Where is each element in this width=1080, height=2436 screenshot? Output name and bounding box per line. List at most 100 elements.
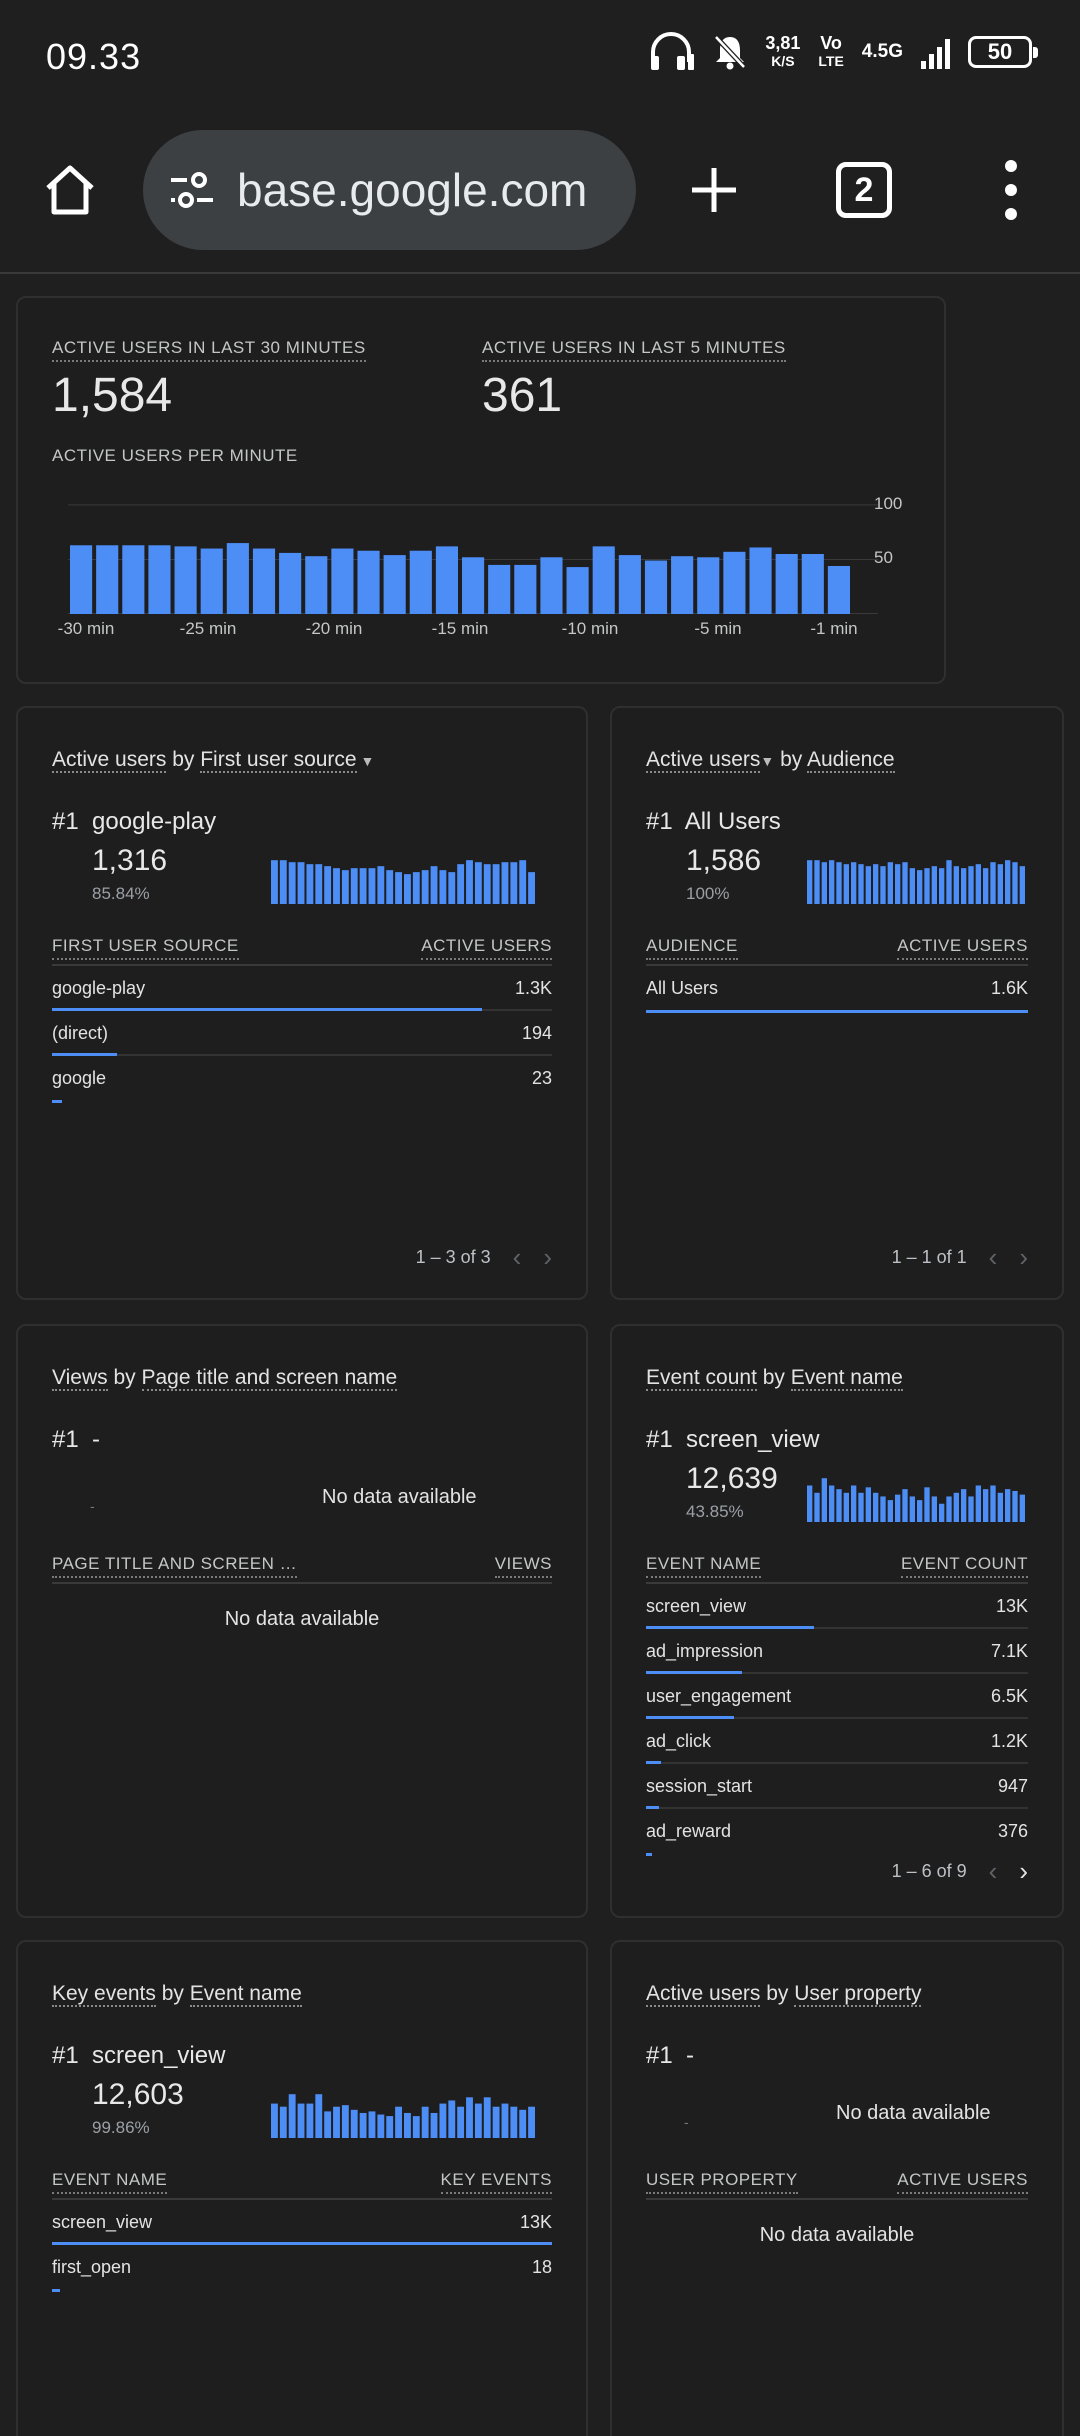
spark-bar xyxy=(939,868,945,904)
url-bar[interactable]: base.google.com xyxy=(143,130,636,250)
prev-page-icon[interactable]: ‹ xyxy=(988,1242,998,1272)
top-value-placeholder: - xyxy=(90,1498,95,1514)
table-row[interactable]: ad_reward 376 xyxy=(646,1809,1028,1856)
audience-card: Active users▼ by Audience #1 All Users 1… xyxy=(610,706,1064,1300)
minute-bar[interactable] xyxy=(801,554,824,614)
site-settings-icon[interactable] xyxy=(167,168,217,212)
minute-bar[interactable] xyxy=(827,566,850,614)
status-time: 09.33 xyxy=(46,36,142,77)
column-header[interactable]: ACTIVE USERS xyxy=(421,936,552,960)
minute-bar[interactable] xyxy=(122,545,145,614)
minute-bar[interactable] xyxy=(383,555,406,614)
spark-bar xyxy=(395,872,402,904)
column-header[interactable]: KEY EVENTS xyxy=(440,2170,552,2194)
minute-bar[interactable] xyxy=(697,557,720,614)
row-name: screen_view xyxy=(52,2212,153,2232)
column-header[interactable]: EVENT NAME xyxy=(646,1554,762,1578)
minute-bar[interactable] xyxy=(514,564,537,614)
prev-page-icon[interactable]: ‹ xyxy=(988,1856,998,1886)
card-title[interactable]: Active users▼ by Audience xyxy=(646,748,895,773)
table-header: EVENT NAME KEY EVENTS xyxy=(52,2166,552,2200)
table-header: EVENT NAME EVENT COUNT xyxy=(646,1550,1028,1584)
card-title[interactable]: Key events by Event name xyxy=(52,1982,302,2007)
column-header[interactable]: PAGE TITLE AND SCREEN … xyxy=(52,1554,298,1578)
new-tab-icon[interactable] xyxy=(684,160,744,220)
spark-bar xyxy=(492,2106,500,2138)
minute-bar[interactable] xyxy=(252,548,276,614)
table-row[interactable]: screen_view 13K xyxy=(646,1584,1028,1629)
spark-bar xyxy=(821,862,827,904)
prev-page-icon[interactable]: ‹ xyxy=(512,1242,522,1272)
card-title[interactable]: Event count by Event name xyxy=(646,1366,903,1391)
table-row[interactable]: session_start 947 xyxy=(646,1764,1028,1809)
spark-bar xyxy=(474,2103,482,2138)
table-row[interactable]: google-play 1.3K xyxy=(52,966,552,1011)
table-row[interactable]: screen_view 13K xyxy=(52,2200,552,2245)
minute-bar[interactable] xyxy=(671,556,694,614)
table-row[interactable]: All Users 1.6K xyxy=(646,966,1028,1013)
row-value: 1.6K xyxy=(990,978,1028,998)
minute-bar[interactable] xyxy=(540,557,563,614)
minute-bar[interactable] xyxy=(96,545,119,614)
column-header[interactable]: VIEWS xyxy=(494,1554,552,1578)
spark-bar xyxy=(324,2111,332,2138)
more-menu-icon[interactable] xyxy=(996,160,1026,220)
column-header[interactable]: EVENT NAME xyxy=(52,2170,168,2194)
minute-bar[interactable] xyxy=(357,550,380,614)
column-header[interactable]: USER PROPERTY xyxy=(646,2170,798,2194)
minute-bar[interactable] xyxy=(174,546,197,614)
dropdown-icon[interactable]: ▼ xyxy=(356,753,375,769)
minute-bar[interactable] xyxy=(775,554,798,614)
tab-switcher-button[interactable]: 2 xyxy=(836,162,892,218)
row-name: (direct) xyxy=(52,1023,109,1043)
minute-bar[interactable] xyxy=(618,555,641,614)
spark-bar xyxy=(457,2106,465,2138)
column-header[interactable]: EVENT COUNT xyxy=(900,1554,1028,1578)
sparkline xyxy=(271,860,535,904)
minute-bar[interactable] xyxy=(644,560,668,614)
minute-bar[interactable] xyxy=(331,548,354,614)
minute-bar[interactable] xyxy=(566,567,589,614)
table-row[interactable]: user_engagement 6.5K xyxy=(646,1674,1028,1719)
column-header[interactable]: FIRST USER SOURCE xyxy=(52,936,239,960)
minute-bar[interactable] xyxy=(148,545,171,614)
value-active-30: 1,584 xyxy=(52,369,173,422)
minute-bar[interactable] xyxy=(226,543,249,614)
table-row[interactable]: ad_impression 7.1K xyxy=(646,1629,1028,1674)
row-value: 194 xyxy=(521,1023,552,1043)
spark-bar xyxy=(297,2103,305,2138)
spark-bar xyxy=(873,864,879,904)
next-page-icon[interactable]: › xyxy=(1019,1242,1028,1272)
column-header[interactable]: ACTIVE USERS xyxy=(897,2170,1028,2194)
spark-bar xyxy=(814,1492,820,1522)
table-row[interactable]: (direct) 194 xyxy=(52,1011,552,1056)
spark-bar xyxy=(350,868,358,904)
minute-bar[interactable] xyxy=(488,564,511,614)
url-text[interactable]: base.google.com xyxy=(237,164,588,216)
spark-bar xyxy=(315,2094,323,2138)
spark-bar xyxy=(439,2103,447,2138)
minute-bar[interactable] xyxy=(70,545,93,614)
card-title[interactable]: Views by Page title and screen name xyxy=(52,1366,398,1391)
minute-bar[interactable] xyxy=(462,557,485,614)
minute-bar[interactable] xyxy=(749,547,772,614)
minute-bar[interactable] xyxy=(409,550,432,614)
column-header[interactable]: AUDIENCE xyxy=(646,936,738,960)
row-share-bar xyxy=(52,1100,62,1103)
minute-bar[interactable] xyxy=(200,548,223,614)
card-title[interactable]: Active users by User property xyxy=(646,1982,922,2007)
table-row[interactable]: ad_click 1.2K xyxy=(646,1719,1028,1764)
next-page-icon[interactable]: › xyxy=(1019,1856,1028,1886)
minute-bar[interactable] xyxy=(592,546,615,614)
card-title[interactable]: Active users by First user source ▼ xyxy=(52,748,375,773)
table-row[interactable]: first_open 18 xyxy=(52,2245,552,2292)
dropdown-icon[interactable]: ▼ xyxy=(760,753,775,769)
table-row[interactable]: google 23 xyxy=(52,1056,552,1103)
minute-bar[interactable] xyxy=(305,556,328,614)
column-header[interactable]: ACTIVE USERS xyxy=(897,936,1028,960)
minute-bar[interactable] xyxy=(435,546,458,614)
home-icon[interactable] xyxy=(40,160,100,220)
minute-bar[interactable] xyxy=(279,552,302,614)
minute-bar[interactable] xyxy=(723,551,746,614)
next-page-icon[interactable]: › xyxy=(543,1242,552,1272)
